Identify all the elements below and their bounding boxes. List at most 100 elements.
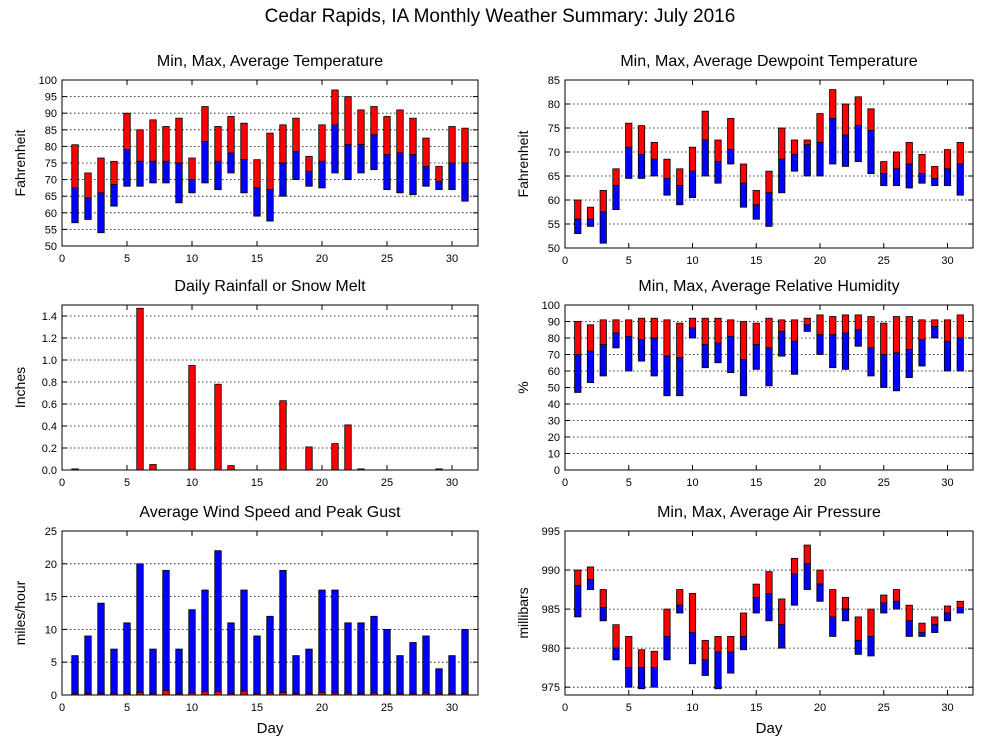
bar-avg-to-max bbox=[383, 116, 391, 156]
bar-avg-to-max bbox=[344, 96, 352, 146]
y-tick-label: 1.0 bbox=[42, 355, 57, 367]
bar-min-to-avg bbox=[625, 335, 633, 372]
bar-min-to-avg bbox=[279, 162, 287, 197]
bar-avg-to-max bbox=[701, 639, 709, 661]
bar-avg-to-max bbox=[422, 137, 430, 167]
x-tick-label: 0 bbox=[562, 255, 568, 267]
bar-min-to-avg bbox=[956, 607, 964, 614]
plot-frame bbox=[61, 79, 479, 247]
y-tick-label: 90 bbox=[548, 317, 560, 329]
y-axis-label: miles/hour bbox=[12, 580, 28, 645]
bar-min-to-avg bbox=[599, 211, 607, 244]
bar-avg-to-max bbox=[739, 163, 748, 184]
bar-avg-wind bbox=[318, 589, 326, 696]
bar-min-to-avg bbox=[435, 180, 443, 190]
bar-min-to-avg bbox=[943, 612, 952, 622]
y-tick-label: 0 bbox=[554, 465, 560, 477]
bar-min-to-avg bbox=[739, 636, 748, 651]
bar-min-to-avg bbox=[97, 192, 105, 234]
bar-min-to-avg bbox=[841, 608, 850, 622]
bar-rainfall bbox=[149, 464, 157, 471]
bar-min-to-avg bbox=[574, 354, 582, 393]
bar-avg-to-max bbox=[867, 608, 875, 637]
panel-dewpoint: Min, Max, Average Dewpoint Temperature Fa… bbox=[515, 53, 974, 267]
y-tick-label: 75 bbox=[548, 123, 560, 135]
x-tick-label: 5 bbox=[626, 702, 632, 714]
y-tick-label: 60 bbox=[548, 195, 560, 207]
bar-avg-to-max bbox=[586, 566, 595, 580]
bar-avg-to-max bbox=[574, 569, 582, 587]
y-tick-label: 55 bbox=[548, 219, 560, 231]
bar-avg-to-max bbox=[266, 132, 274, 190]
bar-avg-to-max bbox=[292, 117, 300, 152]
bar-avg-wind bbox=[188, 609, 196, 696]
y-tick-label: 10 bbox=[548, 449, 560, 461]
bar-avg-to-max bbox=[97, 157, 105, 194]
plot-frame bbox=[61, 304, 479, 471]
bar-min-to-avg bbox=[752, 344, 760, 370]
bar-avg-to-max bbox=[188, 157, 196, 181]
bar-avg-to-max bbox=[918, 153, 926, 174]
y-tick-label: 70 bbox=[548, 147, 560, 159]
bar-avg-wind bbox=[175, 648, 183, 696]
bar-min-to-avg bbox=[880, 173, 888, 187]
bar-min-to-avg bbox=[650, 667, 658, 688]
bar-avg-to-max bbox=[765, 170, 773, 194]
bar-avg-to-max bbox=[110, 160, 118, 185]
bar-min-to-avg bbox=[663, 636, 671, 661]
bar-min-to-avg bbox=[752, 204, 760, 220]
plot-frame bbox=[564, 530, 974, 696]
bar-min-to-avg bbox=[370, 134, 378, 171]
bar-min-to-avg bbox=[344, 144, 352, 181]
bar-avg-to-max bbox=[599, 589, 607, 608]
y-tick-label: 985 bbox=[542, 604, 560, 616]
bar-avg-to-max bbox=[688, 593, 697, 633]
bar-min-to-avg bbox=[918, 339, 926, 367]
bar-min-to-avg bbox=[739, 182, 748, 208]
bar-avg-to-max bbox=[663, 158, 671, 179]
bar-min-to-avg bbox=[765, 593, 773, 622]
bar-avg-to-max bbox=[650, 650, 658, 669]
y-tick-label: 75 bbox=[45, 158, 57, 170]
bar-avg-to-max bbox=[305, 155, 313, 172]
bar-min-to-avg bbox=[240, 159, 248, 194]
bar-min-to-avg bbox=[905, 620, 913, 637]
y-tick-label: 990 bbox=[542, 565, 560, 577]
bar-avg-wind bbox=[123, 622, 131, 696]
bar-avg-wind bbox=[97, 602, 105, 696]
bar-min-to-avg bbox=[714, 651, 722, 690]
y-tick-label: 60 bbox=[548, 366, 560, 378]
bar-avg-to-max bbox=[71, 144, 79, 189]
bar-min-to-avg bbox=[892, 168, 901, 187]
bar-avg-to-max bbox=[880, 594, 888, 604]
y-tick-label: 50 bbox=[548, 383, 560, 395]
bar-avg-to-max bbox=[574, 199, 582, 220]
bar-avg-to-max bbox=[84, 172, 92, 199]
bar-avg-to-max bbox=[625, 319, 633, 337]
bar-min-to-avg bbox=[586, 218, 595, 227]
bar-min-to-avg bbox=[227, 152, 235, 174]
bar-avg-to-max bbox=[727, 319, 735, 337]
bar-min-to-avg bbox=[841, 134, 850, 167]
bar-avg-to-max bbox=[829, 89, 837, 119]
bar-avg-to-max bbox=[739, 321, 748, 360]
x-tick-label: 30 bbox=[941, 255, 953, 267]
bar-min-to-avg bbox=[790, 573, 799, 606]
bar-min-to-avg bbox=[778, 158, 786, 194]
x-tick-label: 20 bbox=[814, 255, 826, 267]
bar-avg-wind bbox=[162, 569, 170, 696]
bar-avg-to-max bbox=[637, 125, 646, 155]
bar-min-to-avg bbox=[905, 163, 913, 189]
bar-avg-to-max bbox=[892, 589, 901, 602]
bar-min-to-avg bbox=[701, 344, 709, 369]
y-tick-label: 55 bbox=[45, 224, 57, 236]
bar-avg-to-max bbox=[599, 189, 607, 213]
bar-avg-wind bbox=[266, 615, 274, 696]
bar-min-to-avg bbox=[727, 335, 735, 374]
x-tick-label: 0 bbox=[562, 702, 568, 714]
plot-frame bbox=[564, 304, 974, 471]
bar-avg-wind bbox=[71, 655, 79, 696]
bar-min-to-avg bbox=[599, 344, 607, 377]
bar-rainfall bbox=[188, 365, 196, 471]
bar-avg-to-max bbox=[739, 612, 748, 637]
